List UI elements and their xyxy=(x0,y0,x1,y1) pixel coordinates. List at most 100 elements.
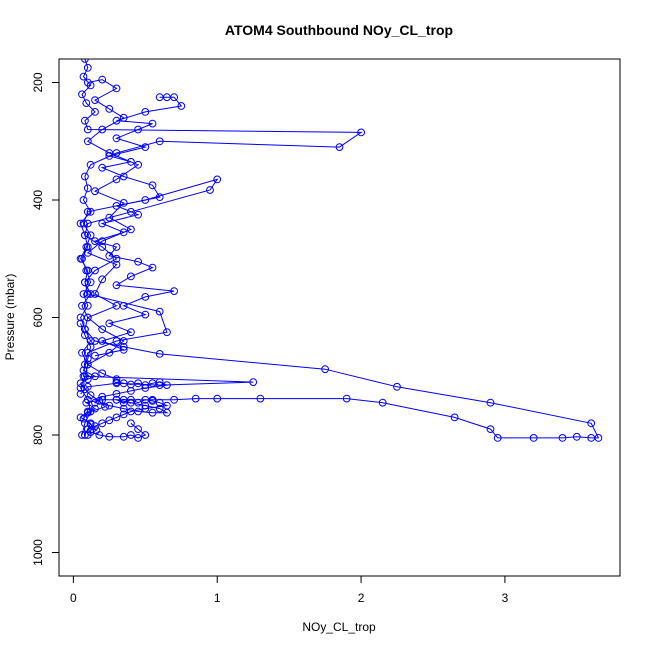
data-point xyxy=(81,172,89,181)
data-point xyxy=(321,365,330,374)
data-point xyxy=(78,254,86,263)
data-point xyxy=(81,385,89,394)
data-point xyxy=(335,143,344,152)
data-point xyxy=(155,137,164,146)
data-point xyxy=(98,219,107,228)
data-point xyxy=(126,157,135,166)
data-point xyxy=(105,432,114,441)
data-point xyxy=(82,266,91,275)
data-point xyxy=(148,379,157,388)
data-point xyxy=(86,391,95,400)
data-point xyxy=(134,210,143,219)
data-point xyxy=(177,102,186,110)
data-point xyxy=(141,384,150,392)
data-point xyxy=(529,434,538,442)
data-point xyxy=(101,402,109,411)
data-point xyxy=(78,431,86,439)
data-point xyxy=(98,125,107,134)
data-point xyxy=(141,196,150,204)
data-point xyxy=(249,378,258,387)
data-point xyxy=(357,128,366,137)
data-point xyxy=(126,272,135,281)
data-point xyxy=(587,419,596,428)
data-point xyxy=(112,202,121,210)
data-point xyxy=(83,354,92,363)
data-point xyxy=(98,369,107,378)
data-point xyxy=(393,382,401,391)
data-point xyxy=(148,119,157,128)
data-point xyxy=(112,301,121,310)
x-axis: 0 1 2 3 xyxy=(70,575,509,605)
data-point xyxy=(126,328,135,337)
data-point xyxy=(119,410,128,419)
data-point xyxy=(141,381,150,390)
data-point xyxy=(148,263,157,272)
data-point xyxy=(134,434,143,442)
data-point xyxy=(148,408,157,417)
data-point xyxy=(134,160,143,169)
data-point xyxy=(112,175,121,184)
data-point xyxy=(163,328,171,337)
data-point xyxy=(141,143,150,152)
data-point xyxy=(119,199,128,207)
data-point xyxy=(155,307,164,316)
data-point xyxy=(155,193,164,202)
data-point xyxy=(91,422,99,431)
data-point xyxy=(112,395,121,404)
data-point xyxy=(83,63,92,72)
data-point xyxy=(105,213,114,222)
data-point xyxy=(98,163,107,172)
data-point xyxy=(76,379,85,388)
y-tick-label: 1000 xyxy=(31,539,45,566)
data-point xyxy=(170,93,179,102)
series-3 xyxy=(91,93,186,360)
series-line xyxy=(93,96,183,357)
data-point xyxy=(83,78,92,87)
data-point xyxy=(83,360,92,369)
data-point xyxy=(83,375,92,384)
data-point xyxy=(112,413,121,422)
data-point xyxy=(134,125,143,134)
data-point xyxy=(98,337,107,345)
data-point xyxy=(170,287,179,296)
data-point xyxy=(126,387,135,395)
data-point xyxy=(86,160,95,169)
data-point xyxy=(119,432,128,441)
data-point xyxy=(141,310,150,319)
x-tick-label: 2 xyxy=(358,591,365,605)
data-point xyxy=(82,99,91,107)
data-point xyxy=(206,186,214,194)
data-point xyxy=(112,260,121,269)
x-tick-label: 0 xyxy=(70,591,77,605)
y-tick-label: 600 xyxy=(31,307,45,327)
data-point xyxy=(83,431,92,439)
data-point xyxy=(83,137,92,146)
data-point xyxy=(493,434,502,442)
data-point xyxy=(134,257,143,266)
data-point xyxy=(213,394,222,403)
y-axis-label: Pressure (mbar) xyxy=(3,274,17,361)
data-point xyxy=(105,401,114,410)
data-point xyxy=(98,237,107,246)
data-point xyxy=(126,207,135,216)
data-point xyxy=(191,394,200,403)
data-point xyxy=(450,413,459,422)
data-point xyxy=(92,426,101,435)
data-point xyxy=(170,395,179,404)
series-line xyxy=(80,59,363,436)
data-point xyxy=(81,59,89,63)
data-point xyxy=(486,398,495,407)
data-point xyxy=(91,351,99,360)
y-tick-label: 400 xyxy=(31,190,45,210)
data-point xyxy=(105,348,114,357)
data-point xyxy=(83,408,92,417)
data-point xyxy=(141,431,150,439)
data-point xyxy=(155,350,164,358)
data-point xyxy=(98,275,107,284)
series-5 xyxy=(91,378,171,417)
data-point xyxy=(342,394,351,403)
data-point xyxy=(126,225,135,234)
data-point xyxy=(126,419,135,428)
data-point xyxy=(91,398,99,407)
data-point xyxy=(119,379,128,388)
